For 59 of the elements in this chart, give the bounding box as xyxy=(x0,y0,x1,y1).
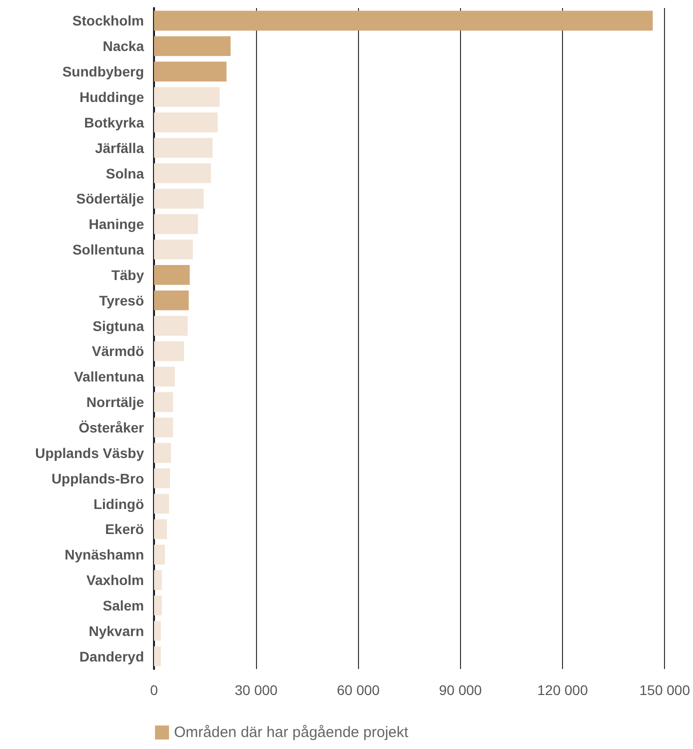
bar xyxy=(154,290,189,310)
bar xyxy=(154,646,161,666)
y-tick-label: Huddinge xyxy=(79,88,144,105)
bar xyxy=(154,392,174,412)
y-tick-label: Österåker xyxy=(78,419,145,436)
y-tick-label: Nynäshamn xyxy=(64,546,144,563)
bar xyxy=(154,36,231,56)
y-tick-label: Upplands-Bro xyxy=(51,470,144,486)
bar xyxy=(154,519,167,540)
bar xyxy=(154,366,175,387)
bar xyxy=(154,494,169,514)
x-tick-label: 30 000 xyxy=(234,682,278,698)
bar xyxy=(154,341,184,362)
y-tick-label: Värmdö xyxy=(92,343,144,360)
bar xyxy=(154,265,190,285)
bar xyxy=(154,62,227,82)
x-tick-label: 150 000 xyxy=(639,682,690,698)
y-tick-label: Salem xyxy=(102,597,144,614)
y-tick-label: Vallentuna xyxy=(74,368,144,385)
y-tick-label: Sundbyberg xyxy=(62,64,144,80)
bar xyxy=(154,112,218,132)
bar xyxy=(154,188,204,209)
bar xyxy=(154,138,213,158)
bar xyxy=(154,442,172,463)
y-tick-label: Täby xyxy=(111,266,144,283)
y-tick-label: Norrtälje xyxy=(86,394,144,410)
bar xyxy=(154,418,174,438)
x-tick-label: 90 000 xyxy=(439,682,482,698)
y-tick-label: Vaxholm xyxy=(86,572,144,588)
x-tick-label: 60 000 xyxy=(336,682,380,698)
bar xyxy=(154,544,165,565)
x-tick-label: 120 000 xyxy=(537,682,588,698)
bar xyxy=(154,468,170,488)
bar xyxy=(154,596,162,616)
y-tick-label: Järfälla xyxy=(94,140,144,156)
y-tick-label: Upplands Väsby xyxy=(35,444,144,461)
y-tick-label: Haninge xyxy=(88,216,144,232)
bar xyxy=(154,316,188,336)
y-tick-label: Sollentuna xyxy=(72,242,144,258)
y-tick-label: Sigtuna xyxy=(92,318,144,334)
y-tick-label: Nykvarn xyxy=(88,622,144,639)
y-tick-label: Södertälje xyxy=(76,190,144,207)
bar xyxy=(154,570,162,590)
bar xyxy=(154,87,220,107)
bar xyxy=(154,163,211,184)
bar xyxy=(154,214,198,234)
bar xyxy=(154,620,161,641)
y-tick-label: Lidingö xyxy=(93,496,144,512)
y-tick-label: Nacka xyxy=(102,38,144,54)
y-tick-label: Danderyd xyxy=(79,648,144,664)
y-tick-label: Solna xyxy=(106,165,144,182)
y-tick-label: Tyresö xyxy=(99,292,144,308)
bar xyxy=(154,240,193,260)
legend-label: Områden där har pågående projekt xyxy=(174,724,410,741)
y-tick-label: Stockholm xyxy=(72,12,144,29)
x-tick-label: 0 xyxy=(150,682,158,698)
bar xyxy=(154,10,653,31)
y-tick-label: Botkyrka xyxy=(84,114,144,130)
y-tick-label: Ekerö xyxy=(105,521,144,538)
